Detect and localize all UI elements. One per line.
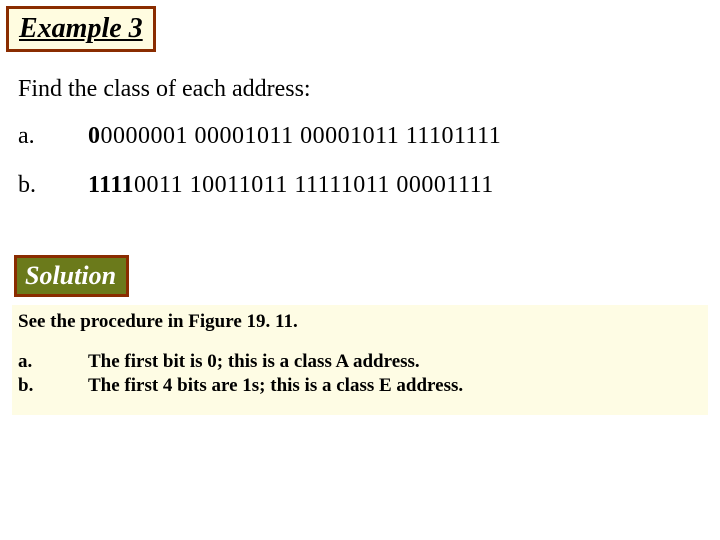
item-lead: 1111	[88, 172, 134, 198]
slide: Example 3 Find the class of each address…	[0, 0, 720, 540]
item-letter: b.	[18, 172, 88, 199]
example-prompt: Find the class of each address:	[18, 76, 720, 103]
example-title-box: Example 3	[6, 6, 156, 52]
list-item: b. The first 4 bits are 1s; this is a cl…	[18, 375, 702, 397]
solution-see: See the procedure in Figure 19. 11.	[18, 311, 702, 333]
example-items: a. 00000001 00001011 00001011 11101111 b…	[18, 123, 720, 199]
solution-title-box: Solution	[14, 255, 129, 297]
answer-letter: b.	[18, 375, 88, 397]
item-lead: 0	[88, 123, 101, 149]
list-item: b. 11110011 10011011 11111011 00001111	[18, 172, 720, 199]
example-title: Example 3	[19, 13, 143, 44]
answer-text: The first bit is 0; this is a class A ad…	[88, 351, 420, 373]
item-address: 11110011 10011011 11111011 00001111	[88, 172, 494, 199]
item-address: 00000001 00001011 00001011 11101111	[88, 123, 501, 150]
solution-body: See the procedure in Figure 19. 11. a. T…	[12, 305, 708, 415]
item-rest: 0011 10011011 11111011 00001111	[134, 172, 494, 198]
item-letter: a.	[18, 123, 88, 150]
solution-title: Solution	[25, 261, 116, 290]
answer-text: The first 4 bits are 1s; this is a class…	[88, 375, 463, 397]
answer-letter: a.	[18, 351, 88, 373]
item-rest: 0000001 00001011 00001011 11101111	[101, 123, 502, 149]
list-item: a. 00000001 00001011 00001011 11101111	[18, 123, 720, 150]
list-item: a. The first bit is 0; this is a class A…	[18, 351, 702, 373]
